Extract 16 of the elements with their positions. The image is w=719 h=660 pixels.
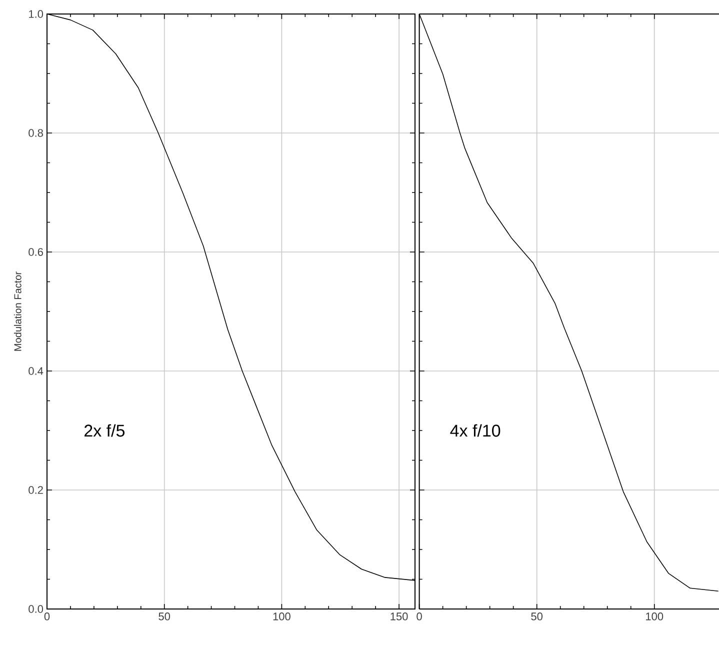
x-tick-label: 150	[390, 612, 408, 620]
y-tick-label: 0.4	[28, 367, 44, 375]
y-tick-label: 0.2	[28, 486, 43, 494]
y-tick-label: 0.8	[28, 129, 43, 137]
x-tick-label: 0	[44, 612, 50, 620]
x-tick-label: 100	[273, 612, 290, 620]
y-tick-label: 0.0	[28, 605, 44, 613]
annotation: 2x f/5	[84, 424, 125, 437]
y-axis-title: Modulation Factor	[14, 272, 22, 351]
x-tick-label: 50	[158, 612, 170, 620]
y-tick-label: 1.0	[29, 10, 44, 18]
x-tick-label: 100	[646, 612, 664, 620]
annotation: 4x f/10	[450, 424, 500, 437]
x-tick-label: 50	[531, 612, 543, 620]
y-tick-label: 0.6	[28, 248, 43, 256]
x-tick-label: 0	[416, 612, 422, 620]
